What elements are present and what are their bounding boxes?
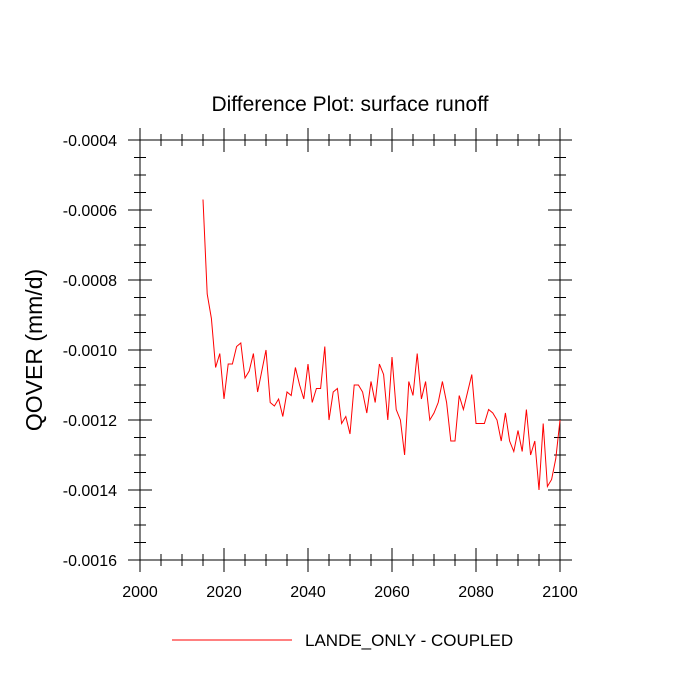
series-layer	[202, 199, 561, 491]
y-tick-label: -0.0006	[63, 203, 117, 220]
y-tick-label: -0.0016	[63, 553, 117, 570]
major-ticks	[128, 128, 572, 572]
minor-ticks	[134, 134, 566, 566]
x-tick-label: 2040	[290, 584, 326, 601]
legend-label: LANDE_ONLY - COUPLED	[305, 631, 513, 650]
y-tick-label: -0.0012	[63, 413, 117, 430]
series-line	[202, 199, 561, 491]
y-tick-label: -0.0004	[63, 133, 117, 150]
y-tick-label: -0.0010	[63, 343, 117, 360]
x-tick-label: 2000	[122, 584, 158, 601]
y-axis-label: QOVER (mm/d)	[21, 269, 47, 431]
x-tick-labels: 2000 2020 2040 2060 2080 2100	[122, 584, 578, 601]
x-tick-label: 2060	[374, 584, 410, 601]
x-tick-label: 2020	[206, 584, 242, 601]
y-tick-label: -0.0008	[63, 273, 117, 290]
y-tick-label: -0.0014	[63, 483, 117, 500]
legend: LANDE_ONLY - COUPLED	[172, 631, 513, 650]
x-tick-label: 2100	[542, 584, 578, 601]
y-tick-labels: -0.0016 -0.0014 -0.0012 -0.0010 -0.0008 -0.00…	[63, 133, 117, 570]
x-tick-label: 2080	[458, 584, 494, 601]
chart-title: Difference Plot: surface runoff	[211, 93, 488, 116]
